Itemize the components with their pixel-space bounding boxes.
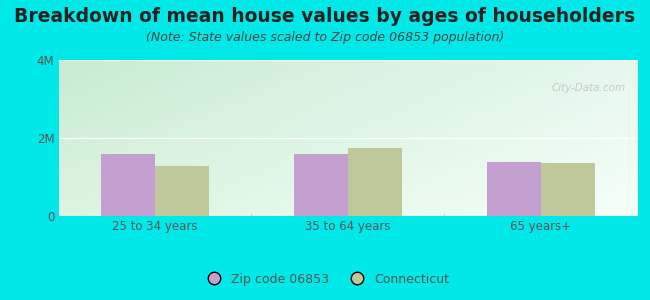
Bar (541, 163, 595, 216)
Text: Breakdown of mean house values by ages of householders: Breakdown of mean house values by ages o… (14, 8, 636, 26)
Bar (101, 154, 155, 216)
Bar (155, 166, 209, 216)
Legend: Zip code 06853, Connecticut: Zip code 06853, Connecticut (196, 268, 454, 291)
Text: (Note: State values scaled to Zip code 06853 population): (Note: State values scaled to Zip code 0… (146, 32, 504, 44)
Text: City-Data.com: City-Data.com (551, 83, 625, 93)
Bar (348, 148, 402, 216)
Bar (487, 162, 541, 216)
Bar (294, 154, 348, 216)
